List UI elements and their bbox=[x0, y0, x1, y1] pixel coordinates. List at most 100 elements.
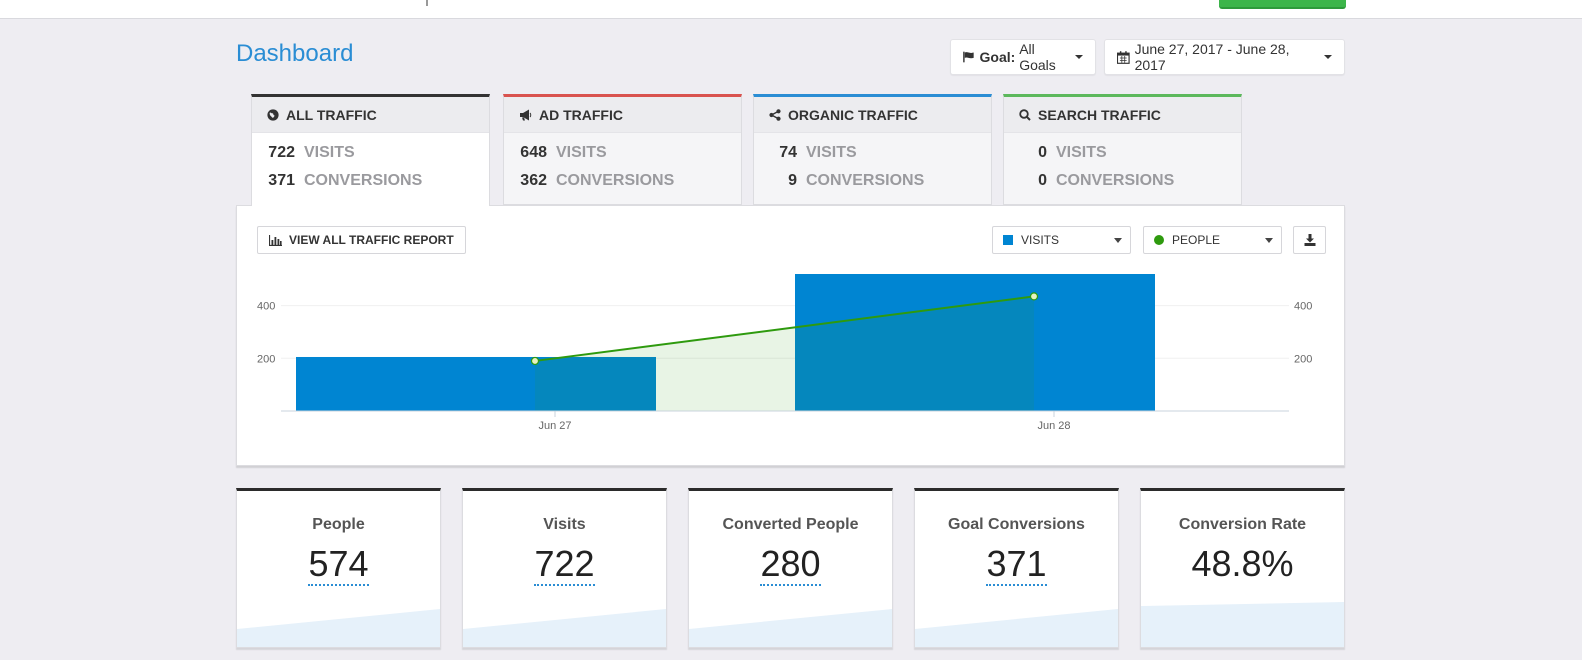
goal-prefix: Goal: bbox=[979, 49, 1016, 65]
conversions-count: 9 bbox=[788, 172, 797, 189]
sparkline-fill bbox=[915, 609, 1118, 647]
left-metric-select[interactable]: VISITS bbox=[992, 226, 1131, 254]
visits-count: 648 bbox=[520, 144, 547, 161]
conversions-count: 371 bbox=[268, 172, 295, 189]
people-color-swatch bbox=[1154, 235, 1164, 245]
stat-value[interactable]: 371 bbox=[915, 543, 1118, 586]
stat-value-text: 280 bbox=[760, 543, 821, 586]
tab-search-traffic[interactable]: SEARCH TRAFFIC 0 VISITS 0 CONVERSIONS bbox=[1003, 94, 1242, 205]
stat-card: People 574 bbox=[236, 488, 441, 648]
sparkline-area bbox=[915, 609, 1118, 647]
stat-value[interactable]: 574 bbox=[237, 543, 440, 586]
visits-count: 74 bbox=[779, 144, 797, 161]
page-title: Dashboard bbox=[236, 40, 354, 67]
people-area bbox=[535, 296, 1034, 411]
stat-label: Conversion Rate bbox=[1178, 516, 1307, 533]
tab-ad-traffic[interactable]: AD TRAFFIC 648 VISITS 362 CONVERSIONS bbox=[503, 94, 742, 205]
flag-icon bbox=[963, 51, 974, 63]
download-button[interactable] bbox=[1293, 226, 1326, 254]
conversions-count: 0 bbox=[1038, 172, 1047, 189]
tab-title: ALL TRAFFIC bbox=[286, 106, 377, 123]
search-icon bbox=[1019, 108, 1031, 121]
date-range-dropdown[interactable]: June 27, 2017 - June 28, 2017 bbox=[1104, 39, 1345, 75]
tab-organic-traffic[interactable]: ORGANIC TRAFFIC 74 VISITS 9 CONVERSIONS bbox=[753, 94, 992, 205]
people-point-0 bbox=[530, 356, 540, 366]
stat-value: 48.8% bbox=[1141, 543, 1344, 585]
stat-value[interactable]: 280 bbox=[689, 543, 892, 586]
stat-value-text: 574 bbox=[308, 543, 369, 586]
x-tick-label: Jun 27 bbox=[538, 420, 571, 432]
primary-action-button[interactable] bbox=[1219, 0, 1346, 9]
top-nav-bar bbox=[0, 0, 1582, 19]
tab-all-traffic[interactable]: ALL TRAFFIC 722 VISITS 371 CONVERSIONS bbox=[251, 94, 490, 206]
left-metric-label: VISITS bbox=[1021, 233, 1060, 247]
people-point-1 bbox=[1029, 292, 1039, 301]
tab-title: SEARCH TRAFFIC bbox=[1038, 106, 1161, 123]
y-tick-label-left: 200 bbox=[257, 353, 275, 365]
bullhorn-icon bbox=[520, 109, 532, 120]
bar-visits-1 bbox=[795, 274, 1155, 411]
report-button-label: VIEW ALL TRAFFIC REPORT bbox=[289, 233, 454, 247]
sparkline-area bbox=[463, 609, 666, 647]
download-icon bbox=[1304, 234, 1315, 246]
visits-label: VISITS bbox=[304, 144, 355, 161]
sparkline-fill bbox=[463, 609, 666, 647]
sparkline-area bbox=[689, 609, 892, 647]
chevron-down-icon bbox=[1075, 55, 1083, 59]
tab-header: SEARCH TRAFFIC bbox=[1004, 97, 1241, 133]
tab-header: AD TRAFFIC bbox=[504, 97, 741, 133]
stat-value[interactable]: 722 bbox=[463, 543, 666, 586]
bar-chart-icon bbox=[269, 234, 282, 246]
stat-card: Converted People 280 bbox=[688, 488, 893, 648]
x-tick-label: Jun 28 bbox=[1037, 420, 1070, 432]
y-tick-label-left: 400 bbox=[257, 301, 275, 313]
sparkline-fill bbox=[689, 609, 892, 647]
stat-label: People bbox=[312, 516, 365, 533]
y-tick-label-right: 400 bbox=[1294, 301, 1312, 313]
caret-down-icon bbox=[1114, 238, 1122, 243]
chevron-down-icon bbox=[1324, 55, 1332, 59]
visits-color-swatch bbox=[1003, 235, 1013, 245]
visits-label: VISITS bbox=[1056, 144, 1107, 161]
right-metric-select[interactable]: PEOPLE bbox=[1143, 226, 1282, 254]
caret-down-icon bbox=[1265, 238, 1273, 243]
goal-filter-dropdown[interactable]: Goal: All Goals bbox=[950, 39, 1096, 75]
traffic-chart: 200 200 400 400 Jun 27 Jun 28 bbox=[257, 274, 1312, 432]
sparkline-fill bbox=[1141, 602, 1344, 647]
nav-fragment bbox=[426, 0, 428, 6]
stat-label: Converted People bbox=[722, 516, 859, 533]
sparkline-area bbox=[237, 609, 440, 647]
share-icon bbox=[769, 108, 781, 121]
visits-label: VISITS bbox=[556, 144, 607, 161]
tab-header: ALL TRAFFIC bbox=[252, 97, 489, 133]
people-line bbox=[534, 295, 1035, 362]
stat-card: Visits 722 bbox=[462, 488, 667, 648]
sparkline-fill bbox=[237, 609, 440, 647]
view-all-traffic-report-button[interactable]: VIEW ALL TRAFFIC REPORT bbox=[257, 226, 466, 254]
date-range-value: June 27, 2017 - June 28, 2017 bbox=[1134, 41, 1290, 73]
stat-label: Visits bbox=[543, 516, 586, 533]
stat-card: Conversion Rate 48.8% bbox=[1140, 488, 1345, 648]
stat-card: Goal Conversions 371 bbox=[914, 488, 1119, 648]
tab-title: AD TRAFFIC bbox=[539, 106, 623, 123]
stat-value-text: 48.8% bbox=[1191, 543, 1294, 584]
conversions-label: CONVERSIONS bbox=[556, 172, 675, 189]
goal-value: All Goals bbox=[1019, 41, 1056, 73]
y-tick-label-right: 200 bbox=[1294, 353, 1312, 365]
tab-title: ORGANIC TRAFFIC bbox=[788, 106, 918, 123]
tab-header: ORGANIC TRAFFIC bbox=[754, 97, 991, 133]
conversions-label: CONVERSIONS bbox=[304, 172, 423, 189]
right-metric-label: PEOPLE bbox=[1172, 233, 1221, 247]
stat-value-text: 371 bbox=[986, 543, 1047, 586]
conversions-label: CONVERSIONS bbox=[806, 172, 925, 189]
calendar-icon bbox=[1117, 50, 1130, 64]
conversions-label: CONVERSIONS bbox=[1056, 172, 1175, 189]
conversions-count: 362 bbox=[520, 172, 547, 189]
visits-label: VISITS bbox=[806, 144, 857, 161]
visits-count: 0 bbox=[1038, 144, 1047, 161]
bar-visits-0 bbox=[296, 356, 656, 411]
stat-label: Goal Conversions bbox=[948, 516, 1085, 533]
globe-icon bbox=[267, 108, 279, 121]
traffic-chart-panel: VIEW ALL TRAFFIC REPORT VISITS PEOPLE 20… bbox=[236, 205, 1345, 466]
visits-count: 722 bbox=[268, 144, 295, 161]
